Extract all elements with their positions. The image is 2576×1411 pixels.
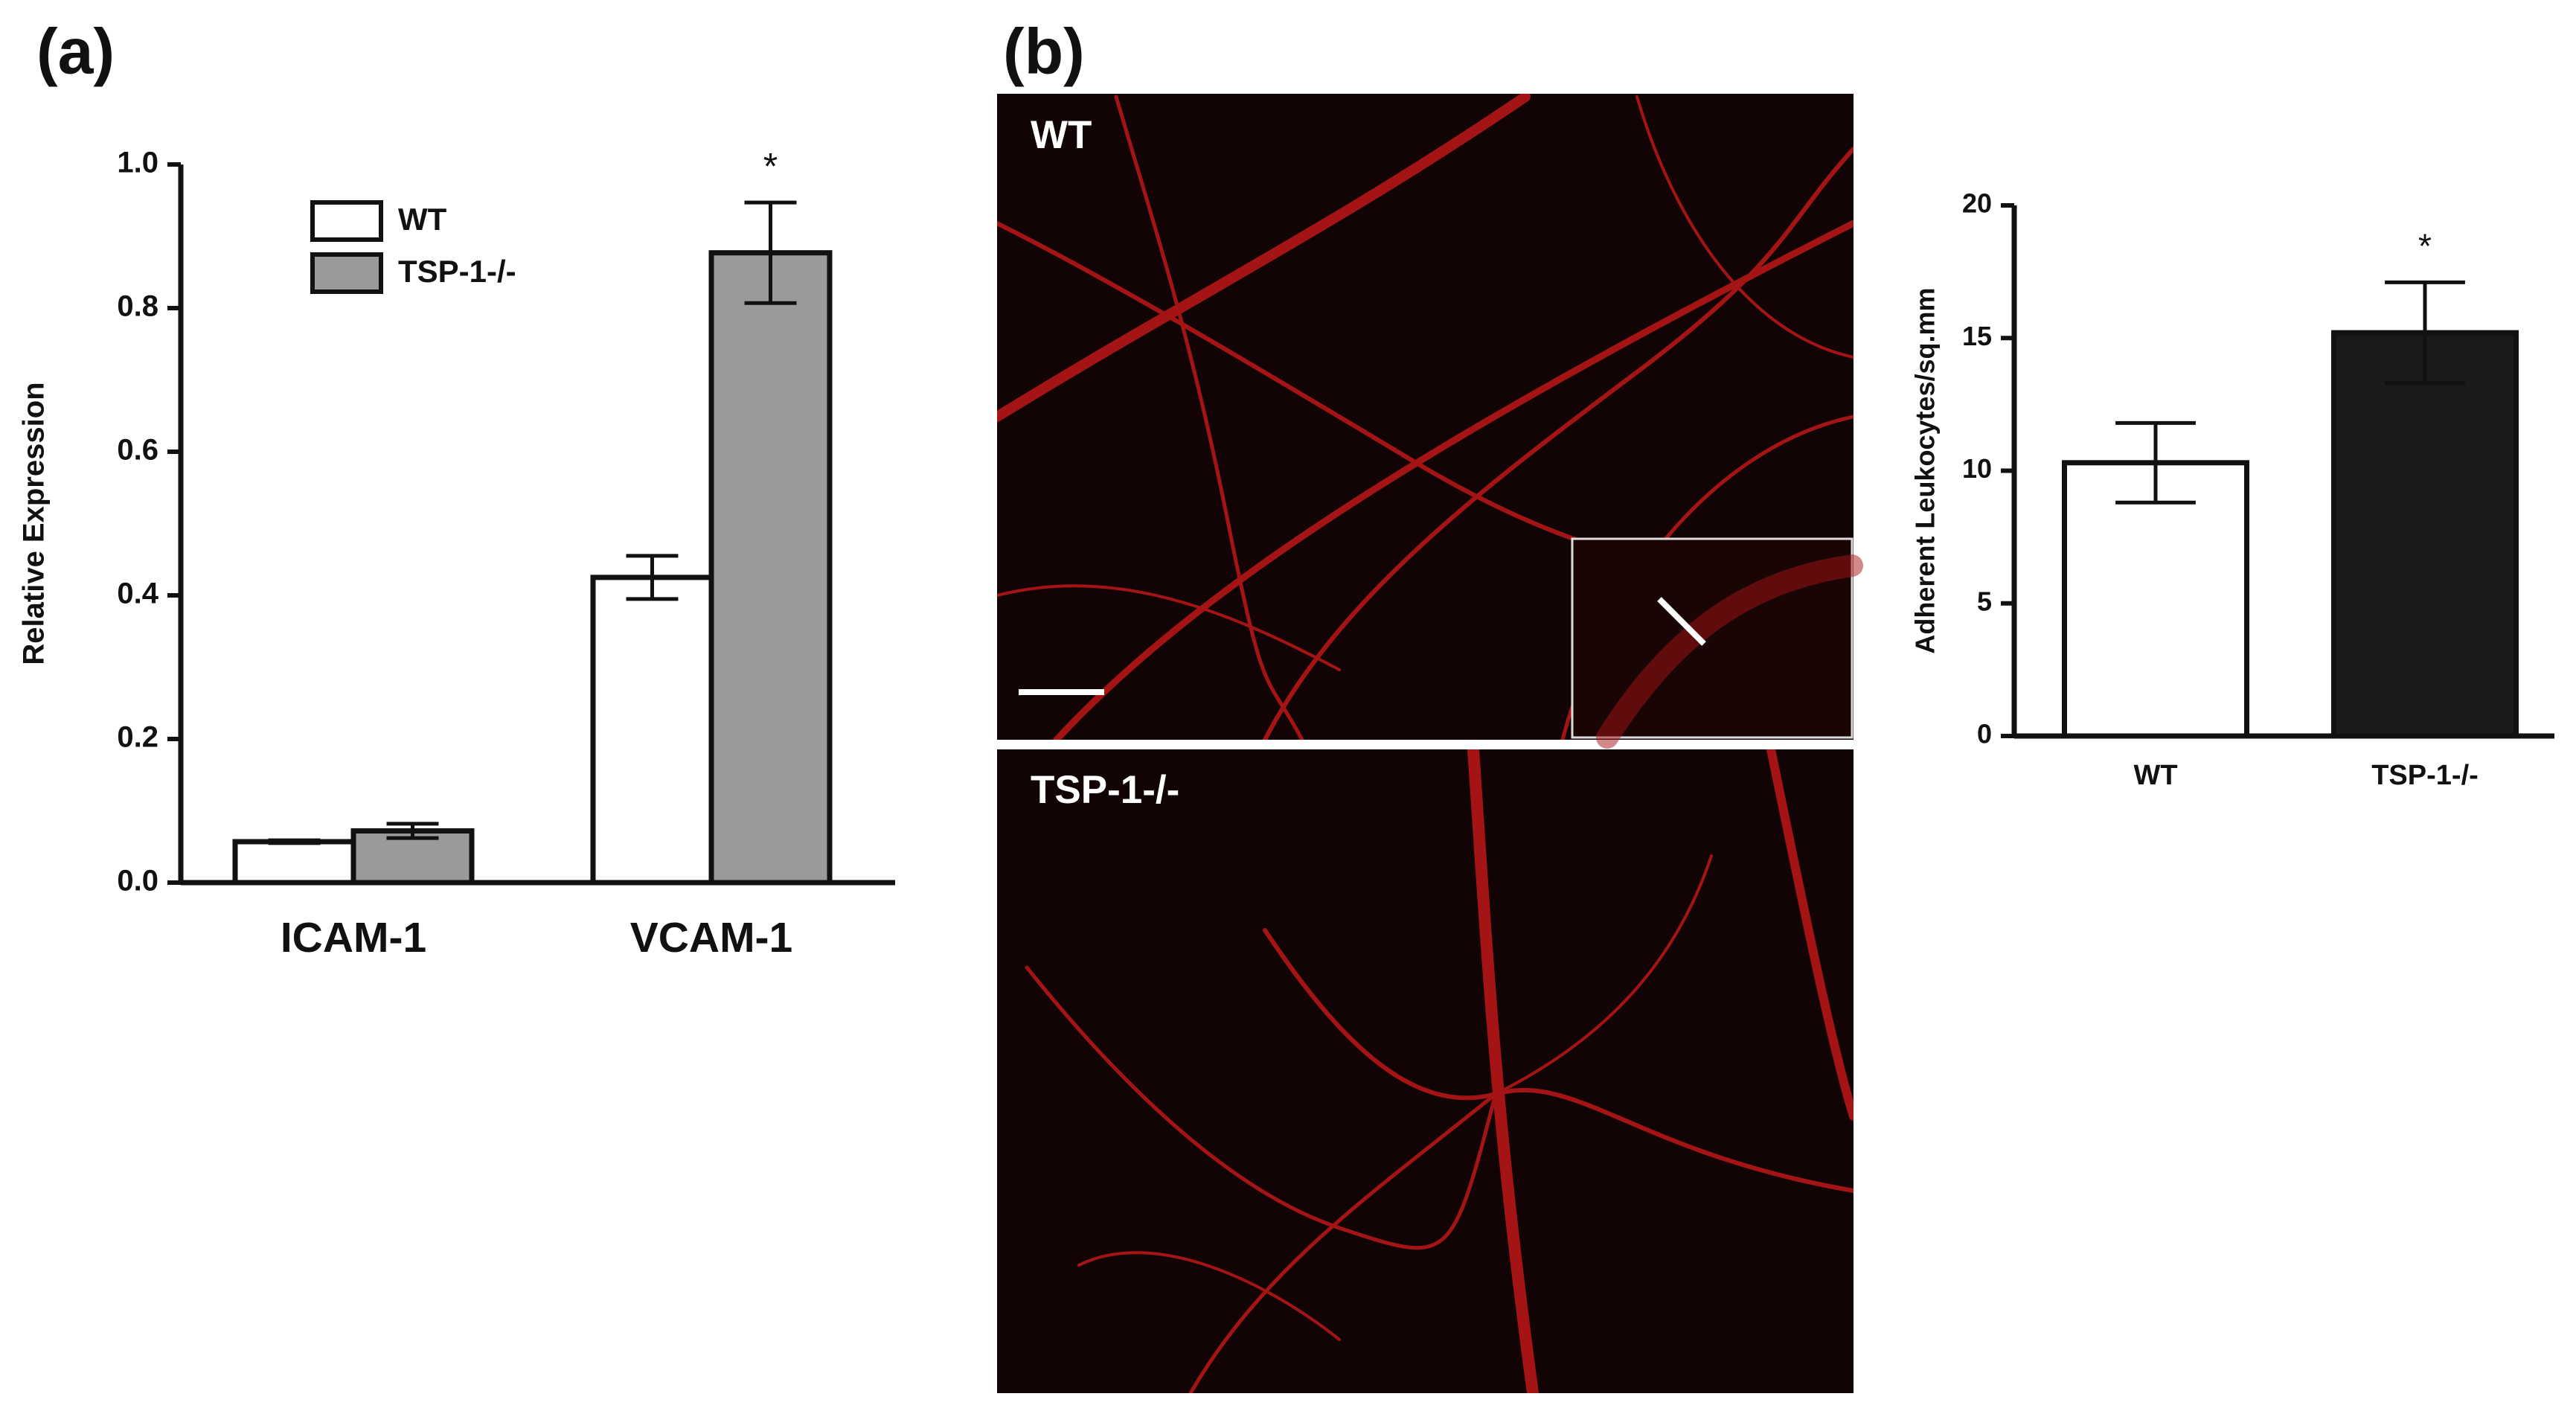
bar: [2331, 330, 2519, 739]
image-label: WT: [1031, 113, 1092, 157]
y-tick-label: 0.6: [117, 434, 158, 467]
panel-label: (b): [1003, 16, 1085, 88]
y-tick-label: 20: [1962, 188, 1992, 219]
y-tick-label: 1.0: [117, 147, 158, 179]
legend-swatch: [310, 200, 383, 242]
image-label: TSP-1-/-: [1031, 768, 1179, 812]
micrograph: TSP-1-/-: [997, 749, 1853, 1393]
x-tick-label: TSP-1-/-: [2371, 760, 2479, 791]
legend-swatch: [310, 252, 383, 294]
annotation: *: [2418, 227, 2432, 266]
y-tick-label: 5: [1977, 586, 1992, 616]
error-bar: [386, 822, 439, 840]
y-tick-label: 0: [1977, 719, 1992, 749]
error-bar: [744, 200, 797, 305]
panel-label: (a): [36, 16, 115, 88]
x-tick-label: VCAM-1: [630, 914, 793, 962]
y-axis-label: Adherent Leukocytes/sq.mm: [1910, 287, 1941, 653]
y-tick-label: 15: [1962, 321, 1992, 351]
bar: [590, 575, 714, 886]
y-tick-label: 0.0: [117, 865, 158, 898]
legend-label: WT: [398, 202, 447, 237]
bar: [708, 250, 833, 886]
bar: [2062, 460, 2249, 739]
y-tick-label: 10: [1962, 453, 1992, 484]
y-tick-label: 0.8: [117, 290, 158, 323]
bar: [232, 839, 356, 886]
error-bar: [2385, 280, 2465, 385]
error-bar: [2115, 420, 2196, 505]
legend-label: TSP-1-/-: [398, 254, 516, 289]
y-tick-label: 0.4: [117, 577, 158, 610]
y-tick-label: 0.2: [117, 721, 158, 754]
x-tick-label: WT: [2133, 760, 2177, 791]
annotation: *: [763, 145, 778, 187]
y-axis-label: Relative Expression: [18, 382, 51, 665]
x-tick-label: ICAM-1: [281, 914, 426, 962]
error-bar: [268, 838, 321, 845]
micrograph: WT: [997, 94, 1863, 749]
error-bar: [626, 554, 679, 601]
